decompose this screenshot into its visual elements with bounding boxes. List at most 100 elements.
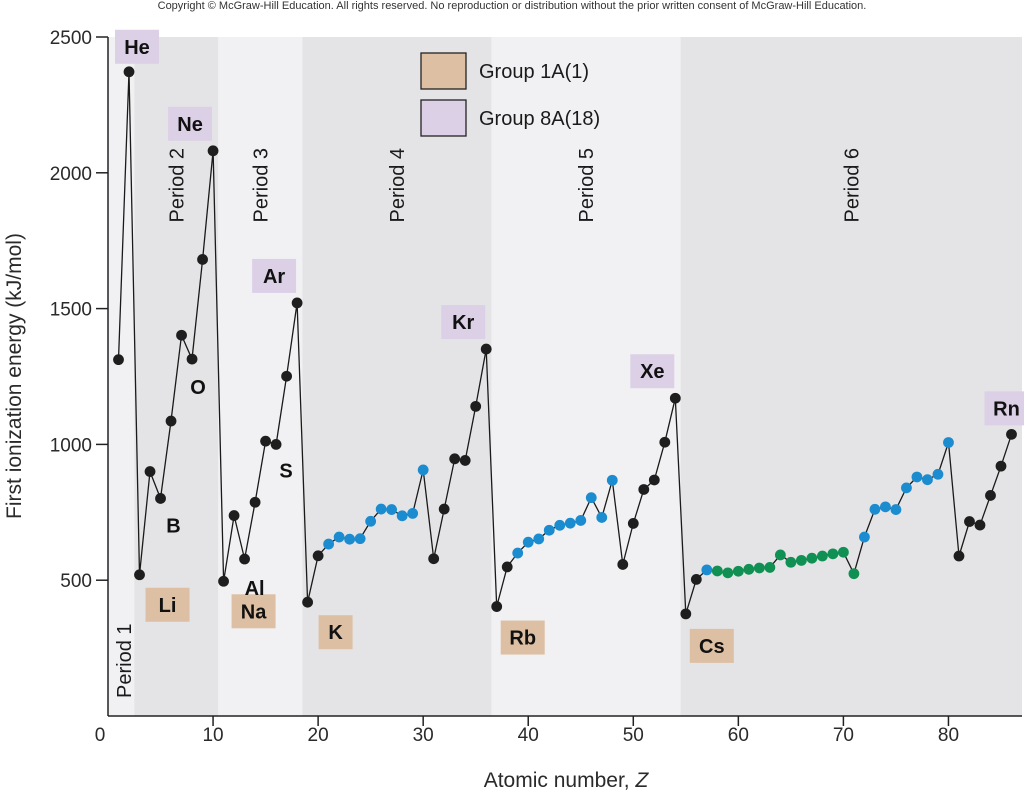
element-label-na: Na (241, 601, 267, 623)
data-point-z70 (838, 546, 849, 558)
data-point-z28 (396, 510, 408, 522)
period-label-4: Period 4 (387, 148, 409, 223)
x-tick-label: 70 (833, 725, 854, 746)
data-point-z8 (186, 353, 198, 365)
element-label-he: He (124, 37, 150, 59)
data-point-z50 (627, 518, 639, 529)
data-point-z20 (312, 550, 324, 562)
data-point-z76 (901, 482, 912, 494)
element-label-ne: Ne (177, 114, 203, 136)
element-labels: He Ne Ar Kr Xe Rn Li Na K Rb Cs B O Al S (115, 29, 1024, 663)
data-point-z26 (375, 503, 387, 515)
data-point-z81 (953, 550, 965, 562)
data-point-z58 (711, 565, 723, 577)
element-label-s: S (279, 460, 292, 482)
legend-label-1: Group 1A(1) (479, 61, 589, 83)
data-point-z49 (617, 559, 629, 570)
data-point-z55 (680, 608, 692, 620)
x-tick-label: 30 (413, 725, 434, 746)
data-point-z15 (260, 435, 271, 447)
data-point-z68 (816, 550, 828, 562)
data-point-z21 (323, 538, 335, 550)
data-point-z71 (848, 568, 860, 580)
data-point-z59 (722, 567, 734, 579)
data-point-z36 (480, 343, 492, 355)
data-point-z22 (333, 531, 345, 543)
legend-swatch-2 (420, 99, 467, 137)
data-point-z1 (113, 354, 124, 366)
x-axis-label: Atomic number, Z (484, 769, 650, 792)
data-point-z86 (1006, 428, 1017, 440)
data-point-z82 (964, 516, 975, 527)
period-band-4 (302, 37, 492, 716)
element-label-cs: Cs (699, 636, 725, 658)
data-point-z11 (218, 575, 229, 587)
y-tick-label: 1500 (50, 300, 92, 321)
data-point-z27 (386, 504, 398, 515)
data-point-z40 (522, 536, 534, 548)
data-point-z57 (701, 564, 713, 576)
element-label-k: K (328, 622, 343, 644)
element-box-ar (252, 258, 297, 293)
data-point-z56 (690, 573, 702, 585)
element-box-rb (500, 620, 545, 655)
data-point-z75 (890, 504, 902, 515)
data-point-z29 (407, 507, 419, 519)
data-point-z47 (596, 512, 608, 523)
data-point-z10 (207, 145, 219, 157)
period-band-1 (108, 37, 135, 716)
axes: 500 1000 1500 2000 2500 0 10 20 30 40 50 60 70 80 Atom… (3, 28, 1022, 792)
data-point-z30 (417, 464, 429, 476)
data-point-z25 (365, 515, 377, 527)
data-point-z13 (239, 553, 250, 565)
data-point-z62 (753, 562, 765, 574)
data-point-z33 (449, 453, 461, 465)
element-box-xe (630, 354, 675, 389)
element-label-kr: Kr (452, 312, 474, 334)
data-point-z84 (985, 490, 996, 501)
data-point-z34 (459, 455, 471, 466)
element-box-k (318, 615, 353, 650)
data-point-z23 (344, 533, 356, 545)
data-point-z51 (638, 484, 650, 495)
data-point-z52 (648, 474, 660, 486)
data-point-z66 (795, 554, 807, 566)
period-band-6 (680, 37, 1022, 716)
element-box-na (231, 594, 276, 629)
element-box-rn (984, 391, 1024, 426)
element-box-cs (689, 628, 734, 663)
y-tick-label: 1000 (50, 435, 92, 456)
x-tick-label: 0 (95, 725, 106, 746)
data-point-z19 (302, 596, 314, 608)
x-tick-label: 40 (518, 725, 539, 746)
data-point-z31 (428, 553, 440, 565)
legend: Group 1A(1) Group 8A(18) (420, 52, 600, 137)
period-label-3: Period 3 (250, 148, 272, 223)
x-tick-label: 50 (623, 725, 644, 746)
period-label-6: Period 6 (841, 148, 863, 223)
data-point-z38 (501, 561, 513, 573)
data-point-z61 (743, 563, 755, 575)
legend-swatch-1 (420, 52, 467, 90)
legend-label-2: Group 8A(18) (479, 108, 600, 130)
element-label-rb: Rb (509, 628, 536, 650)
data-point-z6 (165, 415, 177, 427)
y-tick-label: 2000 (50, 164, 92, 185)
element-label-xe: Xe (640, 361, 664, 383)
data-point-z67 (806, 552, 818, 564)
data-point-z17 (281, 370, 292, 382)
data-point-z72 (859, 531, 870, 543)
data-point-z41 (533, 533, 545, 545)
data-point-z85 (995, 460, 1007, 472)
data-point-z69 (827, 548, 839, 560)
data-point-z77 (911, 471, 923, 483)
data-point-z18 (291, 297, 303, 309)
data-point-z42 (543, 524, 555, 536)
element-label-b: B (166, 515, 180, 537)
data-point-z63 (764, 562, 776, 573)
element-label-ar: Ar (263, 266, 285, 288)
data-point-z53 (659, 436, 671, 448)
data-point-z24 (354, 533, 366, 545)
x-tick-label: 20 (308, 725, 329, 746)
